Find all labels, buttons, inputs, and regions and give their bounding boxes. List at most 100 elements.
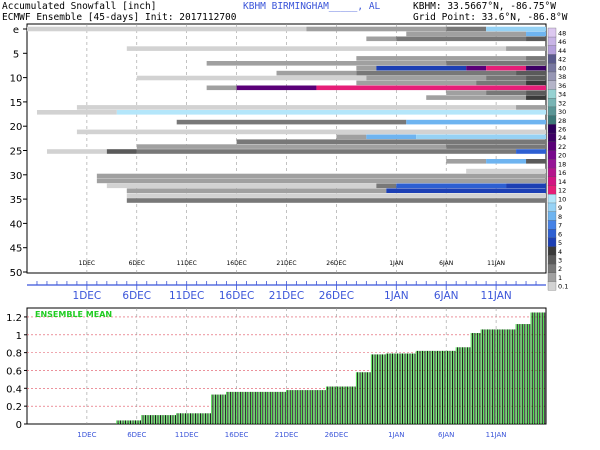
colorbar-label: 42 (558, 56, 566, 64)
member-bar (526, 36, 546, 42)
heatmap-y-tick: 30 (10, 171, 23, 182)
member-bar (406, 119, 546, 125)
colorbar-swatch (547, 106, 557, 116)
colorbar-label: 18 (558, 160, 566, 168)
mean-x-label: 21DEC (275, 431, 299, 439)
colorbar-swatch (547, 246, 557, 256)
colorbar-label: 48 (558, 29, 566, 37)
member-bar (516, 105, 546, 110)
member-bar (486, 159, 527, 164)
member-bar (486, 26, 546, 32)
colorbar-label: 6 (558, 230, 562, 238)
colorbar-label: 30 (558, 108, 566, 116)
station-coords: KBHM: 33.5667°N, -86.75°W (413, 1, 556, 12)
heatmap-y-tick: 5 (13, 49, 19, 60)
member-bar (206, 85, 237, 91)
colorbar-swatch (547, 115, 557, 125)
colorbar-swatch (547, 36, 557, 46)
member-bar (526, 31, 546, 37)
colorbar-label: 8 (558, 213, 562, 221)
colorbar-swatch (547, 211, 557, 221)
member-bar (466, 65, 487, 71)
member-bar (526, 65, 546, 71)
heatmap-y-tick: 25 (10, 147, 23, 158)
member-bar (36, 110, 117, 115)
colorbar-swatch (547, 281, 557, 291)
member-bar (126, 198, 547, 203)
member-bar (526, 80, 546, 86)
chart-subtitle: ECMWF Ensemble [45-days] Init: 201711270… (2, 12, 237, 23)
member-bar (106, 149, 137, 154)
colorbar-label: 24 (558, 134, 566, 142)
member-bar (426, 95, 527, 100)
member-bar (526, 159, 546, 164)
heatmap-y-tick: 35 (10, 195, 23, 206)
colorbar-label: 22 (558, 143, 566, 151)
colorbar-swatch (547, 176, 557, 186)
member-bar (316, 85, 546, 91)
heatmap-x-label: 1JAN (389, 260, 403, 267)
member-bar (366, 75, 487, 81)
mean-x-label: 6DEC (127, 431, 146, 439)
colorbar-swatch (547, 158, 557, 169)
colorbar-swatch (547, 254, 557, 265)
colorbar-swatch (547, 62, 557, 73)
date-axis-label: 21DEC (269, 290, 304, 302)
member-bar (416, 134, 546, 140)
heatmap-x-label: 26DEC (326, 260, 346, 267)
colorbar-swatch (547, 193, 557, 204)
member-bar (526, 56, 546, 61)
heatmap-x-label: 1DEC (79, 260, 95, 267)
date-axis-label: 1DEC (73, 290, 102, 302)
heatmap-y-tick: 40 (10, 219, 23, 230)
member-bar (446, 26, 487, 32)
colorbar-label: 36 (558, 82, 566, 90)
colorbar-swatch (547, 167, 557, 177)
member-bar (236, 139, 546, 144)
colorbar-label: 2 (558, 265, 562, 273)
colorbar-swatch (547, 54, 557, 64)
member-bar (406, 31, 527, 37)
date-axis-label: 6DEC (122, 290, 151, 302)
colorbar-label: 5 (558, 239, 562, 247)
colorbar-swatch (547, 97, 557, 108)
colorbar-swatch (547, 45, 557, 55)
member-heatmap-panel: e 5 10 15 20 25 30 35 40 45 50 1DEC 6DEC 11DEC 16DEC 21… (10, 23, 547, 279)
member-bar (526, 90, 546, 95)
date-axis-label: 11DEC (169, 290, 204, 302)
date-axis-label: 16DEC (219, 290, 254, 302)
member-bar (276, 70, 357, 76)
member-bar (136, 75, 367, 81)
member-bar (446, 61, 546, 66)
colorbar-label: 26 (558, 125, 566, 133)
colorbar-label: 38 (558, 73, 566, 81)
colorbar-label: 0.1 (558, 283, 568, 291)
member-bar (206, 61, 447, 66)
member-bar (446, 159, 487, 164)
colorbar-label: 28 (558, 117, 566, 125)
mean-x-label: 11JAN (486, 431, 507, 439)
colorbar-label: 7 (558, 222, 562, 230)
colorbar-label: 34 (558, 91, 566, 99)
date-axis-label: 6JAN (434, 290, 459, 302)
date-axis: 1DEC 6DEC 11DEC 16DEC 21DEC 26DEC 1JAN 6JAN 11JA… (27, 281, 546, 302)
colorbar-swatch (547, 27, 557, 38)
colorbar-label: 4 (558, 248, 562, 256)
colorbar-label: 32 (558, 99, 566, 107)
mean-y-tick: 1.2 (6, 313, 22, 324)
member-bar (366, 36, 397, 42)
colorbar-swatch (547, 272, 557, 282)
member-bar (96, 173, 546, 179)
date-axis-label: 11JAN (480, 290, 511, 302)
member-bar (376, 65, 467, 71)
station-name: KBHM BIRMINGHAM_____, AL (243, 1, 381, 12)
member-bar (446, 144, 546, 149)
colorbar-swatch (547, 80, 557, 90)
member-bar (466, 168, 546, 174)
member-bar (486, 90, 527, 95)
colorbar-legend: 0.11234567891012141618202224262830323436… (547, 27, 568, 291)
colorbar-swatch (547, 263, 557, 273)
colorbar-label: 14 (558, 178, 566, 186)
mean-y-tick: 0 (16, 420, 22, 431)
